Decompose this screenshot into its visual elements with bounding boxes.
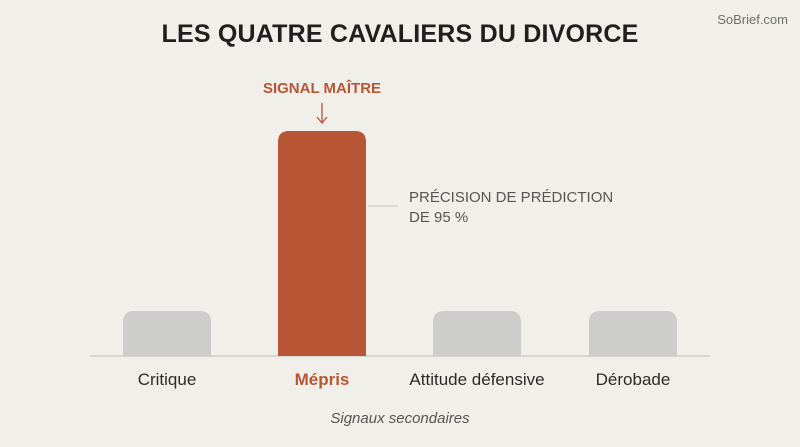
highlight-label: SIGNAL MAÎTRE xyxy=(263,79,381,97)
x-tick-label-attitude-defensive: Attitude défensive xyxy=(409,370,544,389)
down-arrow-icon xyxy=(316,103,328,125)
watermark: SoBrief.com xyxy=(717,12,788,27)
bar-critique xyxy=(123,311,211,356)
bar-attitude-defensive xyxy=(433,311,521,356)
x-tick-label-critique: Critique xyxy=(138,370,197,389)
footnote: Signaux secondaires xyxy=(330,410,470,427)
chart-title: LES QUATRE CAVALIERS DU DIVORCE xyxy=(161,20,639,48)
annotation-line-2: DE 95 % xyxy=(409,209,468,226)
x-tick-label-mepris: Mépris xyxy=(295,370,350,389)
bar-mepris xyxy=(278,131,366,356)
bar-derobade xyxy=(589,311,677,356)
x-tick-label-derobade: Dérobade xyxy=(596,370,671,389)
annotation-line-1: PRÉCISION DE PRÉDICTION xyxy=(409,189,613,206)
